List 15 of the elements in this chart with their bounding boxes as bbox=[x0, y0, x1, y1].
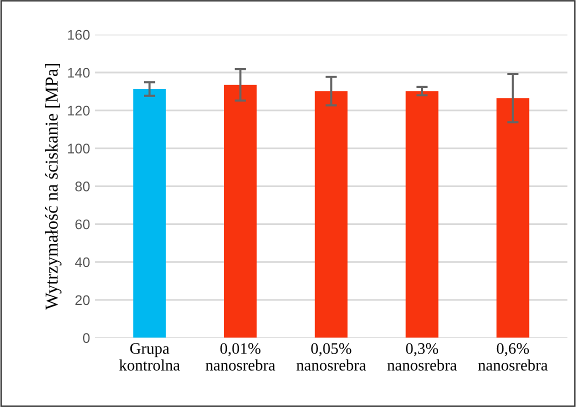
y-tick-label: 100 bbox=[68, 144, 90, 154]
y-axis-title: Wytrzymałość na ściskanie [MPa] bbox=[45, 64, 62, 310]
x-tick-label: 0,01% nanosrebra bbox=[206, 343, 276, 371]
x-tick-label: Grupa kontrolna bbox=[119, 343, 180, 371]
y-tick-label: 80 bbox=[75, 182, 90, 192]
y-tick-label: 160 bbox=[68, 30, 90, 40]
y-tick-label: 120 bbox=[68, 106, 90, 116]
y-tick-label: 60 bbox=[75, 219, 90, 230]
y-tick-label: 140 bbox=[68, 68, 90, 78]
x-tick-label: 0,05% nanosrebra bbox=[296, 343, 366, 371]
x-tick-label: 0,6% nanosrebra bbox=[478, 343, 548, 371]
x-tick-label: 0,3% nanosrebra bbox=[387, 343, 457, 371]
y-tick-label: 0 bbox=[83, 333, 90, 343]
y-tick-label: 40 bbox=[75, 257, 90, 268]
y-tick-label: 20 bbox=[75, 295, 90, 306]
